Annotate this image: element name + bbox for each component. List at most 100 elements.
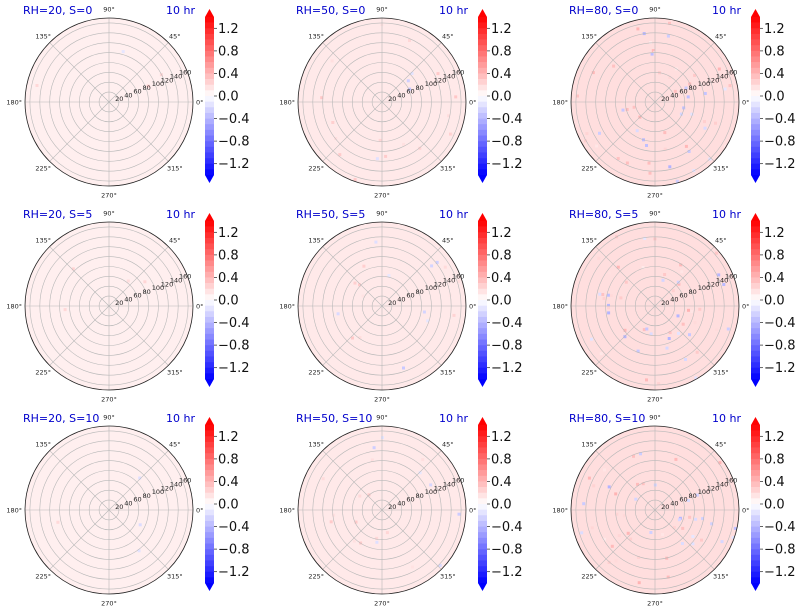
- radial-tick-label: 40: [397, 499, 405, 507]
- colorbar-band: [478, 554, 487, 561]
- field-cell: [641, 482, 645, 486]
- field-cell: [422, 310, 426, 314]
- colorbar-band: [478, 453, 487, 460]
- colorbar-tick-label: 0.4: [491, 475, 512, 490]
- field-cell: [688, 82, 692, 86]
- field-cell: [637, 556, 641, 559]
- colorbar-band: [751, 441, 760, 448]
- field-cell: [622, 514, 626, 518]
- colorbar-tick-label: 1.2: [218, 226, 239, 241]
- colorbar-band: [205, 50, 214, 57]
- colorbar-band: [751, 453, 760, 460]
- radial-tick-label: 140: [170, 481, 182, 489]
- colorbar-band: [751, 515, 760, 522]
- colorbar-band: [478, 316, 487, 323]
- colorbar-band: [478, 470, 487, 477]
- colorbar-band: [205, 226, 214, 233]
- colorbar-tick-label: 1.2: [764, 22, 785, 37]
- colorbar-extend-top: [205, 213, 214, 221]
- colorbar-band: [205, 22, 214, 29]
- colorbar-band: [205, 373, 214, 380]
- field-cell: [358, 283, 361, 287]
- angular-gridline: [381, 509, 442, 570]
- colorbar-tick-label: 0.4: [218, 67, 239, 82]
- colorbar-band: [478, 277, 487, 284]
- field-cell: [686, 95, 690, 99]
- polar-frame: [570, 17, 740, 187]
- angular-gridline: [595, 246, 656, 307]
- radial-tick-label: 100: [152, 284, 164, 292]
- polar-frame: [24, 221, 194, 391]
- field-cell: [686, 499, 690, 502]
- panel-time-label: 10 hr: [439, 4, 468, 17]
- angle-tick-label: 315°: [167, 368, 183, 376]
- field-cell: [619, 296, 623, 300]
- colorbar-band: [478, 367, 487, 374]
- colorbar-extend-top: [478, 213, 487, 221]
- radial-tick-label: 120: [434, 76, 446, 84]
- field-cell: [597, 256, 601, 260]
- field-cell: [592, 484, 596, 488]
- field-cell: [695, 350, 699, 354]
- field-cell: [63, 308, 67, 312]
- panel-title: RH=50, S=0: [296, 4, 366, 17]
- panel-title: RH=20, S=0: [23, 4, 93, 17]
- field-cell: [668, 21, 671, 25]
- colorbar-tick-label: 0.8: [218, 44, 239, 59]
- colorbar-tick-label: −1.2: [764, 565, 796, 580]
- colorbar-band: [751, 124, 760, 131]
- colorbar-band: [751, 277, 760, 284]
- colorbar-band: [205, 146, 214, 153]
- colorbar-band: [478, 169, 487, 176]
- field-cell: [429, 483, 433, 487]
- panel-title: RH=80, S=0: [569, 4, 639, 17]
- field-cell: [723, 70, 727, 74]
- colorbar-band: [205, 481, 214, 488]
- field-cell: [723, 87, 727, 91]
- colorbar-band: [478, 436, 487, 443]
- colorbar-band: [205, 277, 214, 284]
- colorbar-band: [751, 22, 760, 29]
- colorbar-band: [478, 537, 487, 544]
- panel-time-label: 10 hr: [712, 208, 741, 221]
- colorbar-band: [478, 577, 487, 584]
- angle-tick-label: 270°: [647, 600, 663, 608]
- radial-tick-label: 120: [707, 280, 719, 288]
- colorbar-band: [478, 221, 487, 227]
- colorbar-band: [205, 73, 214, 80]
- angular-gridline: [108, 509, 169, 570]
- angular-gridline: [49, 246, 110, 307]
- colorbar-band: [205, 237, 214, 244]
- radial-tick-label: 160: [179, 477, 191, 485]
- colorbar-band: [205, 84, 214, 91]
- colorbar-tick-label: 0.8: [491, 248, 512, 263]
- colorbar-band: [751, 436, 760, 443]
- colorbar-band: [205, 470, 214, 477]
- radial-tick-label: 80: [143, 492, 151, 500]
- colorbar-band: [478, 333, 487, 340]
- colorbar-band: [478, 328, 487, 335]
- colorbar-tick-label: −0.8: [764, 339, 796, 354]
- field-cell: [637, 581, 641, 585]
- colorbar-extend-top: [205, 9, 214, 17]
- colorbar-tick-label: −0.4: [764, 316, 796, 331]
- field-cell: [676, 280, 680, 284]
- angle-tick-label: 90°: [376, 6, 388, 14]
- angle-tick-label: 45°: [715, 33, 727, 41]
- colorbar-band: [751, 33, 760, 40]
- field-cell: [375, 536, 379, 540]
- colorbar-band: [478, 129, 487, 136]
- colorbar-band: [751, 560, 760, 567]
- angle-tick-label: 225°: [35, 368, 51, 376]
- colorbar-band: [205, 67, 214, 74]
- field-cell: [726, 327, 730, 331]
- colorbar-band: [478, 305, 487, 312]
- colorbar-band: [751, 28, 760, 35]
- colorbar-band: [478, 124, 487, 131]
- panel-1: RH=50, S=0 10 hr 20 40 60 80 100 120 140 160 0° 45°…: [273, 0, 539, 204]
- field-cell: [332, 513, 336, 517]
- colorbar-tick-label: 0.8: [764, 452, 785, 467]
